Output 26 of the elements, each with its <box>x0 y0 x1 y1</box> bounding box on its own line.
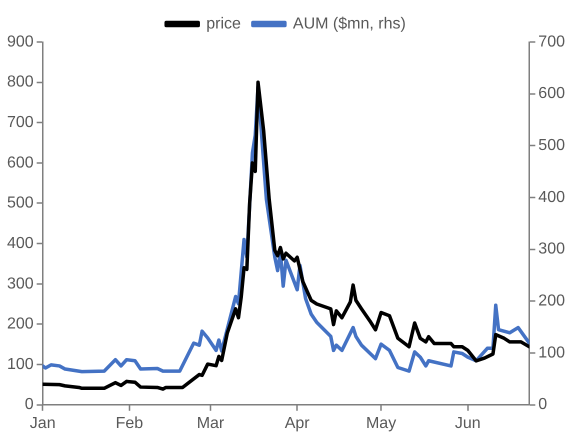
y2-tick-label: 100 <box>538 344 566 362</box>
y2-tick-label: 0 <box>538 396 548 414</box>
y-tick-label: 600 <box>6 154 34 172</box>
x-tick-label: Feb <box>116 414 144 432</box>
y-tick-label: 200 <box>6 316 34 333</box>
y2-tick-label: 700 <box>538 33 566 50</box>
y2-tick-label: 400 <box>538 188 566 206</box>
x-tick-label: May <box>366 414 396 432</box>
y-tick-label: 0 <box>24 396 34 414</box>
y-tick-label: 100 <box>6 356 34 373</box>
x-tick-label: Mar <box>196 414 225 432</box>
x-tick-label: Apr <box>284 414 310 432</box>
legend-label: price <box>206 15 241 32</box>
y-tick-label: 900 <box>6 33 34 50</box>
y2-tick-label: 300 <box>538 240 566 258</box>
y-tick-label: 300 <box>6 275 34 292</box>
y-tick-label: 800 <box>6 74 34 91</box>
y-tick-label: 700 <box>6 114 34 132</box>
x-tick-label: Jan <box>30 414 56 432</box>
y2-tick-label: 200 <box>538 292 566 310</box>
y2-tick-label: 600 <box>538 85 566 102</box>
legend-label: AUM ($mn, rhs) <box>292 15 406 32</box>
y-tick-label: 400 <box>6 234 34 252</box>
y-tick-label: 500 <box>6 194 34 212</box>
y2-tick-label: 500 <box>538 137 566 154</box>
x-tick-label: Jun <box>454 414 481 432</box>
